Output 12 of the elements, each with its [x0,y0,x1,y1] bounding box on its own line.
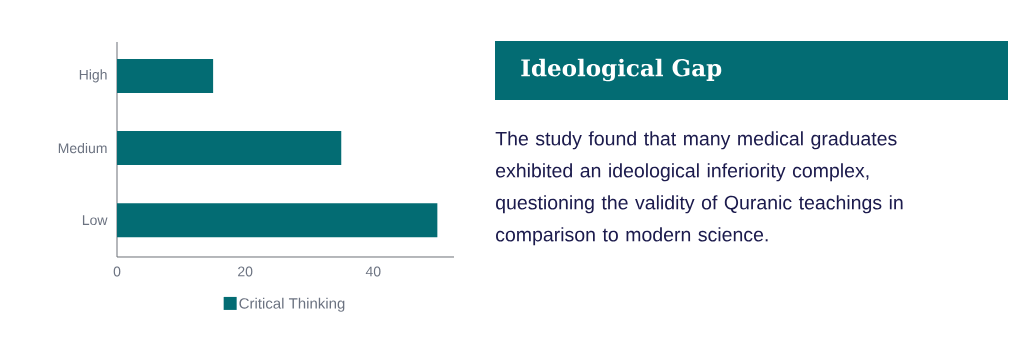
y-tick-label: High [79,69,107,83]
x-tick-label: 20 [238,266,253,277]
legend-label: Critical Thinking [239,297,345,312]
y-tick-label: Low [82,215,108,226]
bar [117,131,342,166]
y-tick-label: Medium [58,142,107,154]
text: Ideological Gap [521,58,722,82]
x-tick-label: 0 [113,266,121,277]
text: The study found that many medical graduates exhibited an ideological inferiority complex, questioning the validity of Quranic teachings in comparison to modern science. [495,131,903,246]
bar [117,58,214,93]
bar [117,203,438,238]
x-tick-label: 40 [365,266,381,277]
